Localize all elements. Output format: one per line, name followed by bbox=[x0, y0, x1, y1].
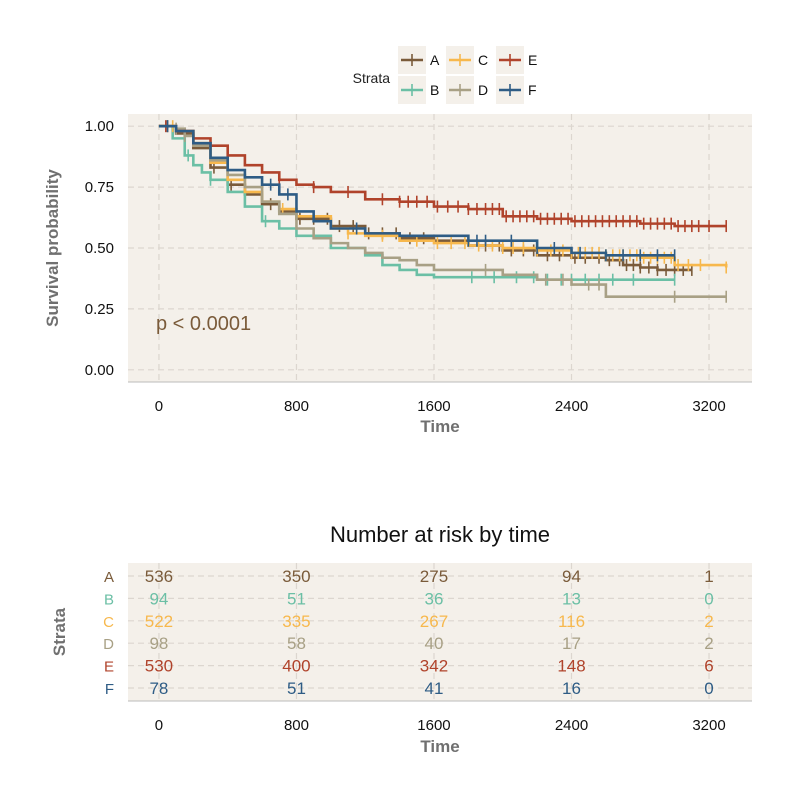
survival-y-tick-label: 0.50 bbox=[85, 240, 114, 257]
survival-y-tick-label: 0.25 bbox=[85, 301, 114, 318]
risk-table-grid bbox=[128, 563, 752, 701]
risk-x-tick-label: 0 bbox=[155, 717, 163, 734]
risk-row-label: E bbox=[104, 659, 114, 676]
risk-cell: 58 bbox=[287, 634, 306, 653]
risk-table-rows: A 536 350 275 94 1 B 94 51 36 13 0 C 522 335 267 116 2 D 98… bbox=[103, 567, 714, 698]
risk-row-label: B bbox=[104, 591, 114, 608]
risk-row-E: E 530 400 342 148 6 bbox=[104, 657, 714, 676]
risk-row-C: C 522 335 267 116 2 bbox=[103, 612, 714, 631]
risk-cell: 94 bbox=[149, 589, 168, 608]
risk-cell: 522 bbox=[145, 612, 173, 631]
risk-cell: 2 bbox=[704, 634, 713, 653]
survival-plot: 0 800 1600 2400 3200 0.00 0.25 0.50 0.75 1.00 Ti… bbox=[43, 114, 752, 436]
risk-cell: 41 bbox=[425, 679, 444, 698]
risk-table-panel bbox=[128, 563, 752, 701]
risk-cell: 36 bbox=[425, 589, 444, 608]
risk-row-B: B 94 51 36 13 0 bbox=[104, 589, 714, 608]
survival-x-tick-label: 800 bbox=[284, 398, 309, 415]
risk-cell: 1 bbox=[704, 567, 713, 586]
legend-item-D: D bbox=[446, 76, 488, 104]
legend-label: C bbox=[478, 52, 488, 68]
legend-label: B bbox=[430, 82, 439, 98]
legend-title: Strata bbox=[353, 70, 391, 86]
survival-plot-grid bbox=[128, 114, 752, 382]
risk-row-F: F 78 51 41 16 0 bbox=[105, 679, 714, 698]
survival-y-tick-label: 1.00 bbox=[85, 118, 114, 135]
risk-cell: 2 bbox=[704, 612, 713, 631]
risk-cell: 6 bbox=[704, 657, 713, 676]
survival-series-F bbox=[158, 120, 676, 262]
survival-x-tick-label: 3200 bbox=[692, 398, 725, 415]
survival-x-ticks: 0 800 1600 2400 3200 bbox=[155, 398, 726, 415]
survival-curve-B bbox=[158, 124, 675, 281]
survival-curves bbox=[158, 120, 728, 303]
survival-y-ticks: 0.00 0.25 0.50 0.75 1.00 bbox=[85, 118, 114, 379]
risk-cell: 94 bbox=[562, 567, 581, 586]
risk-x-tick-label: 2400 bbox=[555, 717, 588, 734]
legend-label: F bbox=[528, 82, 537, 98]
legend-label: E bbox=[528, 52, 537, 68]
risk-cell: 51 bbox=[287, 589, 306, 608]
legend: Strata A C E B D F bbox=[353, 46, 537, 104]
risk-table-x-ticks: 0 800 1600 2400 3200 bbox=[155, 717, 726, 734]
risk-cell: 530 bbox=[145, 657, 173, 676]
risk-cell: 267 bbox=[420, 612, 448, 631]
risk-row-label: C bbox=[103, 614, 114, 631]
p-value-annotation: p < 0.0001 bbox=[156, 313, 251, 335]
survival-y-tick-label: 0.00 bbox=[85, 362, 114, 379]
risk-cell: 16 bbox=[562, 679, 581, 698]
risk-table-x-axis-title: Time bbox=[420, 737, 459, 756]
risk-cell: 0 bbox=[704, 679, 713, 698]
risk-cell: 98 bbox=[149, 634, 168, 653]
risk-row-label: D bbox=[103, 636, 114, 653]
risk-row-A: A 536 350 275 94 1 bbox=[104, 567, 714, 586]
risk-cell: 275 bbox=[420, 567, 448, 586]
risk-table: Number at risk by time A 536 350 275 94 1 B 94 5… bbox=[50, 522, 752, 756]
survival-y-tick-label: 0.75 bbox=[85, 179, 114, 196]
risk-cell: 40 bbox=[425, 634, 444, 653]
risk-cell: 116 bbox=[558, 612, 585, 631]
risk-cell: 51 bbox=[287, 679, 306, 698]
risk-row-label: F bbox=[105, 681, 114, 698]
legend-item-B: B bbox=[398, 76, 439, 104]
survival-x-tick-label: 2400 bbox=[555, 398, 588, 415]
risk-cell: 148 bbox=[557, 657, 585, 676]
survival-x-axis-title: Time bbox=[420, 417, 459, 436]
risk-cell: 17 bbox=[562, 634, 581, 653]
risk-row-label: A bbox=[104, 569, 114, 586]
risk-x-tick-label: 3200 bbox=[692, 717, 725, 734]
legend-item-C: C bbox=[446, 46, 488, 74]
risk-cell: 335 bbox=[282, 612, 310, 631]
risk-cell: 0 bbox=[704, 589, 713, 608]
risk-table-title: Number at risk by time bbox=[330, 522, 550, 547]
risk-cell: 536 bbox=[145, 567, 173, 586]
legend-item-F: F bbox=[496, 76, 537, 104]
legend-item-A: A bbox=[398, 46, 440, 74]
risk-cell: 13 bbox=[562, 589, 581, 608]
legend-label: A bbox=[430, 52, 440, 68]
survival-x-tick-label: 1600 bbox=[417, 398, 450, 415]
risk-table-y-axis-title: Strata bbox=[50, 607, 69, 656]
risk-cell: 350 bbox=[282, 567, 310, 586]
risk-x-tick-label: 1600 bbox=[417, 717, 450, 734]
risk-cell: 400 bbox=[282, 657, 310, 676]
legend-keys: A C E B D F bbox=[398, 46, 537, 104]
risk-cell: 342 bbox=[420, 657, 448, 676]
risk-cell: 78 bbox=[149, 679, 168, 698]
legend-item-E: E bbox=[496, 46, 537, 74]
risk-x-tick-label: 800 bbox=[284, 717, 309, 734]
risk-row-D: D 98 58 40 17 2 bbox=[103, 634, 714, 653]
legend-label: D bbox=[478, 82, 488, 98]
survival-x-tick-label: 0 bbox=[155, 398, 163, 415]
survival-y-axis-title: Survival probability bbox=[43, 169, 62, 327]
